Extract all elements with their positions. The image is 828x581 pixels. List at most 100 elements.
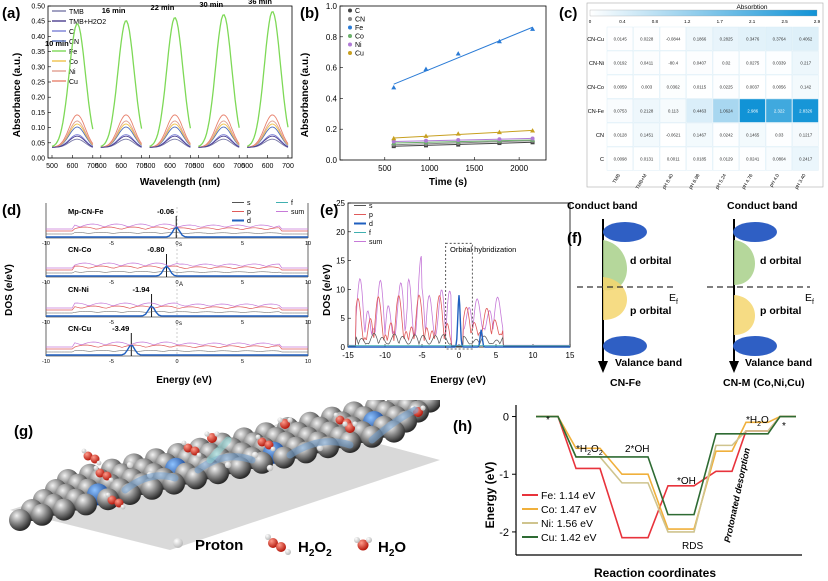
y-tick-label: 0.6: [326, 64, 338, 73]
panel-h-ylabel: Energy (eV): [483, 462, 497, 529]
molecules: [81, 405, 426, 510]
x-tick-label: 600: [115, 163, 127, 170]
heatmap-cell: [606, 98, 634, 123]
h2o2-legend-label: H2O2: [298, 539, 332, 559]
valance-band-shape-right: [733, 336, 777, 356]
legend-marker: [348, 17, 352, 21]
x-tick-label: 10: [305, 359, 311, 365]
fit-line-fe: [393, 26, 533, 85]
y-tick-label: 20: [336, 228, 345, 237]
x-tick-label: 1500: [465, 164, 483, 173]
panel-d-ylabel: DOS (e/eV): [4, 264, 15, 316]
h2o2-molecule-h: [255, 434, 261, 440]
heatmap-cell: [686, 74, 713, 99]
row-label: C: [600, 157, 604, 163]
heatmap-cell-value: 0.0804: [773, 157, 787, 162]
dos-d-curve: [46, 305, 308, 317]
subplot-name: Mp-CN-Fe: [68, 207, 103, 216]
fit-line-ni: [393, 137, 533, 142]
curve-fe: [100, 20, 143, 147]
h2o2-molecule: [102, 471, 112, 481]
proton: [251, 451, 259, 459]
legend-label: sum: [291, 209, 304, 216]
legend-label: Ni: [355, 42, 362, 49]
heatmap-cell: [633, 74, 660, 99]
h2o-molecule-h: [204, 431, 210, 437]
catalyst-carbon-atom: [229, 457, 251, 479]
y-tick-label: 0.05: [31, 140, 45, 147]
heatmap-cell: [792, 74, 819, 99]
heatmap-cell: [792, 50, 819, 75]
time-label: 16 min: [102, 6, 126, 15]
catalyst-carbon-atom: [207, 462, 229, 485]
x-tick-label: -5: [109, 359, 114, 365]
panel-e: (e) DOS (e/eV) Energy (eV) 0 5 10 15 20 25 -15…: [320, 199, 575, 386]
scale-tick: 1.2: [684, 19, 691, 24]
heatmap-cell: [659, 122, 687, 147]
data-point-ni: [391, 139, 396, 144]
legend-marker: [348, 51, 352, 55]
x-tick-label: 0: [175, 241, 178, 247]
p-orbital-shape-right: [734, 295, 755, 335]
curve-tmb-h2o2: [198, 135, 240, 148]
heatmap-cell: [712, 74, 740, 99]
d-band-center: -0.80: [147, 245, 164, 254]
legend-g: Proton H2O2 H2O: [173, 534, 406, 559]
curve-fe: [246, 11, 289, 147]
reaction-arrow: [368, 406, 419, 444]
heatmap-cell: [765, 146, 793, 171]
curve-tmb-h2o2: [100, 135, 142, 148]
x-tick-label: 600: [262, 163, 274, 170]
heatmap-cell: [659, 26, 687, 51]
heatmap-cell: [712, 26, 740, 51]
legend-label: p: [247, 209, 251, 216]
heatmap-cell-value: 0.0059: [614, 85, 628, 90]
p-orbital-label-left: p orbital: [630, 305, 671, 317]
h2o2-molecule: [95, 468, 105, 478]
h2o-molecule-h: [342, 421, 348, 427]
heatmap-cell: [633, 122, 660, 147]
y-tick-label: 0.45: [31, 19, 45, 26]
x-tick-label: 0: [175, 320, 178, 326]
heatmap-scale-ticks: 0 0.4 0.8 1.2 1.7 2.1 2.5 2.9: [589, 19, 821, 24]
data-point-fe: [496, 38, 502, 44]
heatmap-cell-value: -80.4: [668, 61, 678, 66]
d-orbital-shape-left: [603, 240, 627, 291]
heatmap-cell: [606, 146, 634, 171]
x-tick-label: 500: [46, 163, 58, 170]
legend-label: Fe: [69, 49, 77, 56]
panel-d-xlabel: Energy (eV): [156, 375, 212, 386]
heatmap-cell-value: 0.0129: [720, 157, 734, 162]
heatmap-cell: [792, 26, 819, 51]
heatmap-cell: [792, 122, 819, 147]
legend-marker: [348, 34, 352, 38]
x-tick-label: 500: [241, 163, 253, 170]
heatmap-cell: [765, 26, 793, 51]
curve-ni: [100, 120, 142, 148]
x-tick-label: 500: [144, 163, 156, 170]
h2o2-molecule-h: [81, 448, 87, 454]
reaction-arrow: [121, 472, 179, 494]
heatmap-cell: [659, 98, 687, 123]
h2o-legend-label: H2O: [378, 539, 406, 559]
catalyst-carbon-atom: [75, 493, 97, 516]
panel-a-legend: TMB TMB+H2O2 C CN Fe Co Ni Cu: [52, 9, 106, 86]
h2o-molecule: [207, 433, 217, 443]
subplot-name: CN-Ni: [68, 285, 89, 294]
time-label: 22 min: [151, 3, 175, 12]
ef-label-right: Ef: [805, 292, 814, 306]
heatmap-cell: [606, 50, 634, 75]
catalyst-carbon-atom: [141, 477, 163, 500]
x-tick-label: -10: [42, 359, 50, 365]
state-oh: *OH: [677, 476, 696, 487]
x-tick-label: 0: [175, 359, 178, 365]
x-tick-label: 5: [241, 241, 244, 247]
panel-b: (b) 0.0 0.2 0.4 0.6 0.8 1.0 500 1000 1500 2000 Ab…: [300, 2, 547, 188]
h2o-molecule-h: [352, 421, 358, 427]
heatmap-cell-value: 0.0228: [640, 37, 654, 42]
panel-e-frame: [347, 202, 571, 348]
x-tick-label: -5: [109, 241, 114, 247]
panel-b-plot: [391, 26, 536, 149]
data-point-fe: [423, 66, 429, 71]
heatmap-cell: [659, 146, 687, 171]
